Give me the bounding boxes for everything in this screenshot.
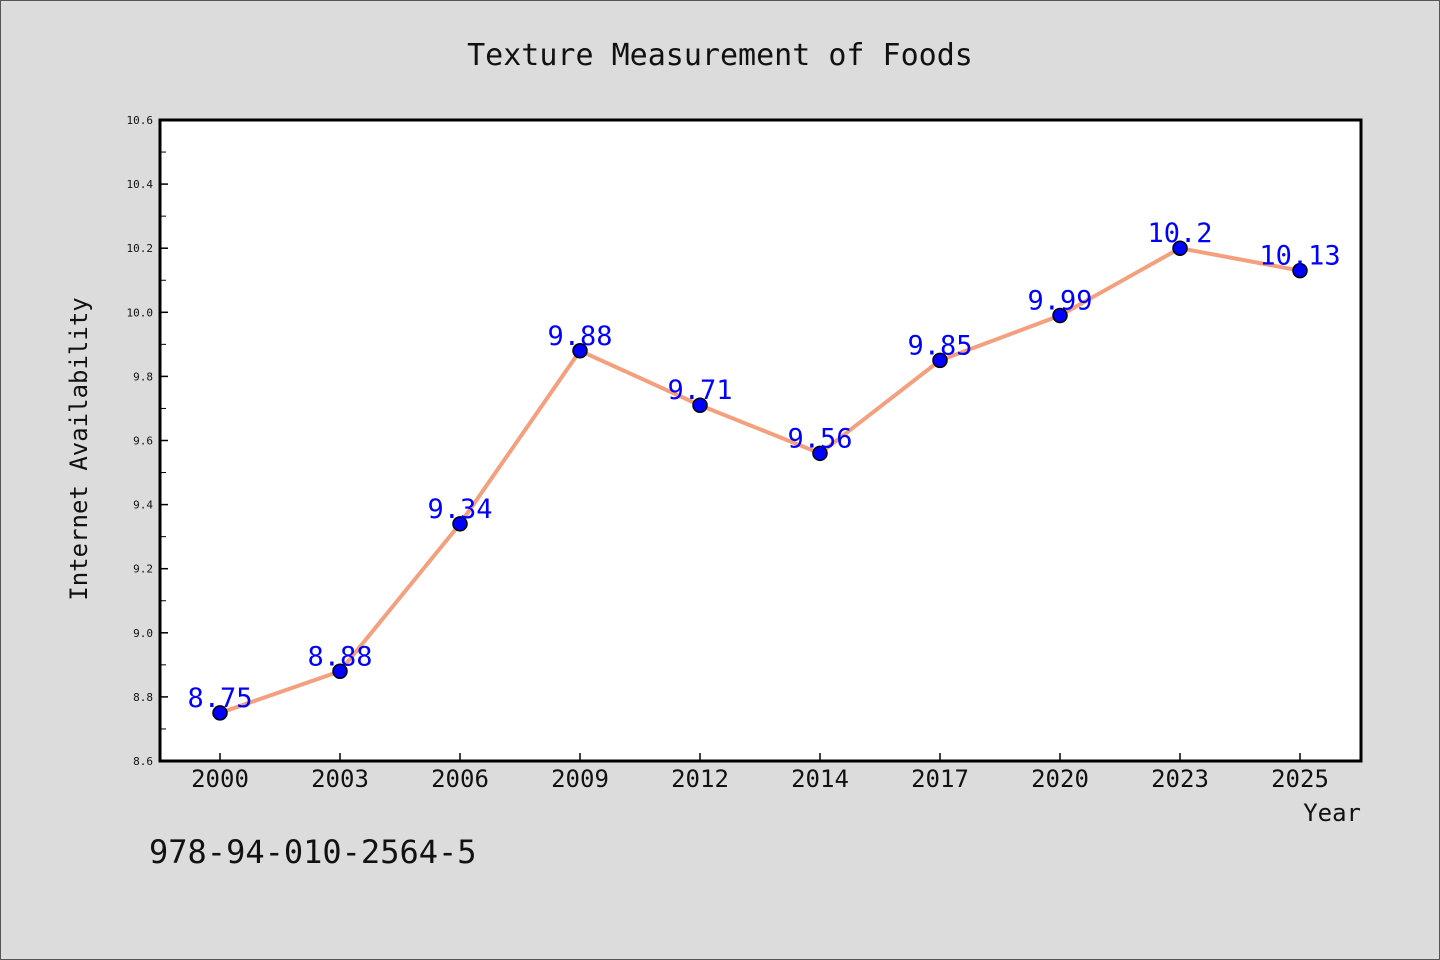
data-label: 9.88	[547, 321, 612, 352]
data-label: 10.13	[1259, 241, 1340, 272]
y-tick-label: 9.8	[133, 370, 153, 383]
data-point	[332, 663, 348, 680]
chart-title: Texture Measurement of Foods	[467, 38, 973, 73]
data-label: 9.85	[907, 330, 972, 361]
series-line	[219, 246, 1301, 715]
x-tick-label: 2003	[311, 765, 369, 793]
x-tick-label: 2009	[551, 765, 609, 793]
x-axis: 2000 2003 2006 2009 2012 2014 2017 2020 2023 2025	[191, 753, 1329, 793]
data-point	[692, 397, 708, 413]
y-axis: 8.6 8.8 9.0 9.2 9.4 9.6 9.8 10.0 10.2 10.4 10.6	[127, 114, 168, 768]
data-label: 9.34	[427, 494, 492, 525]
data-label: 8.75	[187, 683, 252, 714]
data-point	[812, 445, 828, 462]
x-tick-label: 2025	[1271, 765, 1329, 793]
y-tick-label: 10.4	[127, 178, 154, 191]
y-tick-label: 8.6	[133, 755, 153, 768]
y-tick-label: 10.6	[127, 114, 154, 127]
data-point	[1172, 240, 1188, 256]
x-tick-label: 2000	[191, 765, 249, 793]
y-tick-label: 9.4	[133, 499, 153, 512]
x-tick-label: 2006	[431, 765, 489, 793]
y-tick-label: 9.2	[133, 563, 153, 576]
y-tick-label: 8.8	[133, 691, 153, 704]
data-point	[1052, 307, 1068, 324]
y-tick-label: 10.2	[127, 242, 154, 255]
data-label: 8.88	[307, 641, 372, 672]
x-tick-label: 2012	[671, 765, 729, 793]
data-label: 9.99	[1027, 286, 1092, 317]
data-point	[212, 705, 228, 721]
series-markers	[212, 240, 1308, 721]
x-tick-label: 2014	[791, 765, 849, 793]
x-axis-label: Year	[1303, 799, 1361, 827]
plot-area	[158, 118, 1363, 763]
data-label: 9.56	[787, 423, 852, 454]
data-point	[452, 516, 468, 532]
y-axis-label: Internet Availability	[65, 297, 93, 600]
data-labels: 8.75 8.88 9.34 9.88 9.71 9.56 9.85 9.99 10.2 10.1…	[187, 218, 1340, 714]
x-tick-label: 2023	[1151, 765, 1209, 793]
data-point	[932, 352, 948, 369]
x-tick-label: 2017	[911, 765, 969, 793]
y-tick-label: 9.6	[133, 435, 153, 448]
y-tick-label: 9.0	[133, 627, 153, 640]
isbn-annotation: 978-94-010-2564-5	[149, 833, 477, 871]
x-tick-label: 2020	[1031, 765, 1089, 793]
data-point	[572, 343, 588, 359]
data-point	[1292, 262, 1308, 279]
data-label: 9.71	[667, 375, 732, 406]
data-label: 10.2	[1147, 218, 1212, 249]
y-tick-label: 10.0	[127, 306, 154, 319]
